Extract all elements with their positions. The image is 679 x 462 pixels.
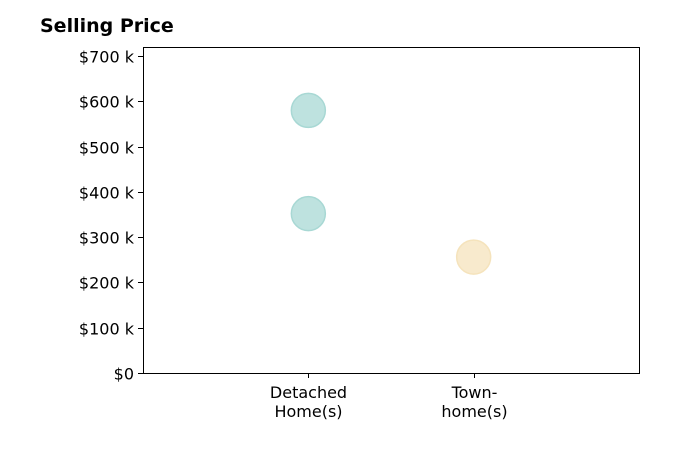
x-tick-label: Town-home(s) [441,383,507,421]
y-tick-label: $0 [114,365,134,384]
y-tick-label: $700 k [79,48,135,67]
chart-title: Selling Price [40,15,174,37]
y-tick-label: $300 k [79,229,135,248]
y-axis: $0 $100 k $200 k $300 k $400 k $500 k $600 k $7… [79,48,143,384]
x-tick-label: Detached Home(s) [270,383,347,421]
data-point [290,195,327,232]
y-tick-label: $500 k [79,139,135,158]
y-tick-label: $100 k [79,320,135,339]
y-tick-label: $400 k [79,184,135,203]
y-tick-label: $600 k [79,93,135,112]
y-tick-label: $200 k [79,274,135,293]
data-points [290,92,492,275]
x-axis: Detached Home(s) Town-home(s) [270,373,508,421]
data-point [290,92,327,129]
plot-area-frame [143,47,640,374]
data-point [455,239,492,275]
